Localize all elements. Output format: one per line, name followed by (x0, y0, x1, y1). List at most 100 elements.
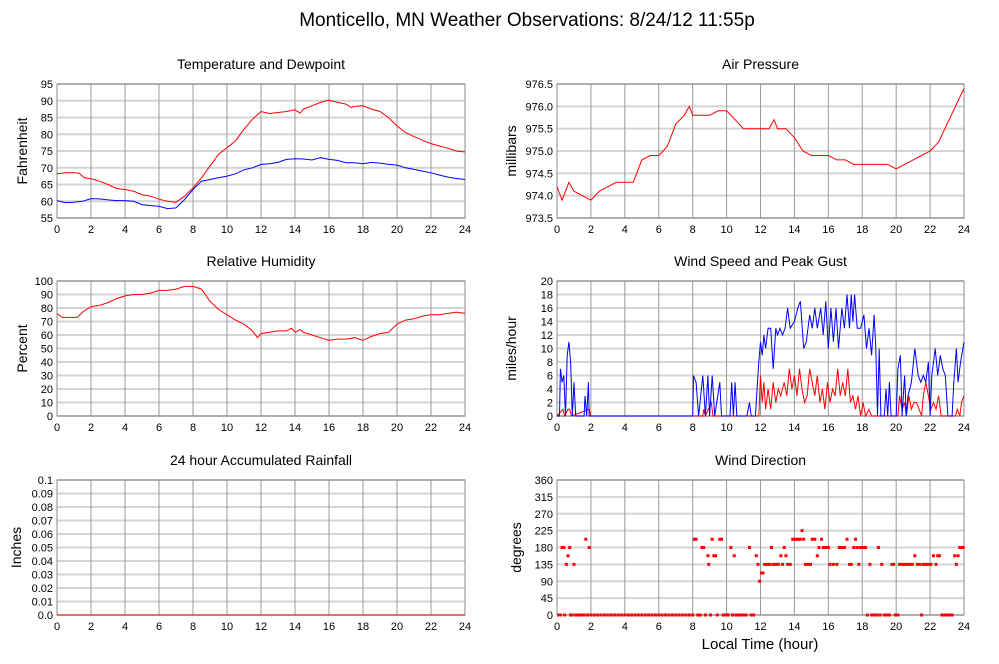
data-point (940, 613, 944, 617)
y-tick-label: 0.09 (32, 489, 53, 501)
data-point (731, 613, 735, 617)
y-tick-label: 135 (535, 559, 553, 571)
data-point (736, 613, 740, 617)
data-point (602, 613, 606, 617)
data-point (580, 613, 584, 617)
wind-speed-and-peak-gust-title: Wind Speed and Peak Gust (674, 253, 847, 269)
y-tick-label: 50 (41, 344, 53, 356)
x-tick-label: 0 (554, 422, 560, 434)
x-tick-label: 8 (190, 224, 196, 236)
data-point (619, 613, 623, 617)
x-tick-label: 10 (221, 621, 233, 633)
wind-speed-and-peak-gust-series-red-line (556, 368, 965, 418)
data-point (796, 537, 800, 541)
x-tick-label: 4 (622, 621, 628, 633)
x-tick-label: 18 (357, 621, 369, 633)
data-point (806, 562, 810, 566)
y-tick-label: 8 (547, 357, 553, 369)
data-point (942, 613, 946, 617)
plot-frame (56, 83, 466, 219)
y-tick-label: 80 (41, 303, 53, 315)
x-tick-label: 10 (221, 422, 233, 434)
data-point (698, 613, 702, 617)
data-point (824, 546, 828, 549)
data-point (774, 562, 778, 566)
x-tick-label: 20 (391, 422, 403, 434)
data-point (803, 562, 807, 566)
y-tick-label: 0.02 (32, 583, 53, 595)
data-point (715, 613, 719, 617)
data-point (868, 562, 872, 566)
data-point (887, 613, 891, 617)
y-tick-label: 20 (41, 384, 53, 396)
data-point (924, 562, 928, 566)
data-point (837, 546, 841, 549)
data-point (729, 546, 733, 549)
x-tick-label: 0 (54, 621, 60, 633)
y-tick-label: 90 (41, 290, 53, 302)
data-point (586, 613, 590, 617)
data-point (579, 613, 583, 617)
data-point (880, 562, 884, 566)
24-hour-accumulated-rainfall-y-axis-label: Inches (8, 527, 24, 568)
data-point (744, 613, 748, 617)
x-tick-label: 2 (88, 621, 94, 633)
data-point (845, 537, 849, 541)
relative-humidity-title: Relative Humidity (207, 253, 316, 269)
data-point (768, 562, 772, 566)
data-point (599, 613, 603, 617)
data-point (752, 613, 756, 617)
x-tick-label: 4 (122, 224, 128, 236)
y-tick-label: 65 (41, 180, 53, 192)
x-tick-label: 22 (924, 422, 936, 434)
wind-direction-title: Wind Direction (715, 452, 806, 468)
air-pressure-title: Air Pressure (722, 56, 799, 72)
y-tick-label: 55 (41, 213, 53, 225)
data-point (677, 613, 681, 617)
temperature-and-dewpoint-series-blue-line (56, 157, 466, 210)
y-tick-label: 95 (41, 79, 53, 91)
plot-frame (556, 280, 965, 417)
x-tick-label: 10 (720, 422, 732, 434)
data-point (706, 554, 710, 558)
data-point (765, 562, 769, 566)
relative-humidity-series-red-line (56, 285, 466, 341)
data-point (562, 546, 566, 549)
data-point (596, 613, 600, 617)
data-point (692, 537, 696, 541)
data-point (855, 546, 859, 549)
data-point (687, 613, 691, 617)
data-point (694, 537, 698, 541)
y-tick-label: 974.5 (525, 168, 553, 180)
data-point (929, 562, 933, 566)
data-point (696, 613, 700, 617)
x-tick-label: 6 (156, 621, 162, 633)
x-tick-label: 16 (822, 621, 834, 633)
y-tick-label: 0.04 (32, 556, 53, 568)
y-tick-label: 14 (541, 317, 553, 329)
data-point (931, 554, 935, 558)
data-point (872, 613, 876, 617)
data-point (684, 613, 688, 617)
y-tick-label: 80 (41, 129, 53, 141)
x-tick-label: 18 (357, 224, 369, 236)
y-tick-label: 12 (541, 330, 553, 342)
x-tick-label: 8 (690, 621, 696, 633)
data-point (759, 571, 763, 575)
data-point (657, 613, 661, 617)
x-tick-label: 4 (122, 621, 128, 633)
data-point (821, 546, 825, 549)
y-tick-label: 4 (547, 384, 553, 396)
data-point (950, 613, 954, 617)
x-tick-label: 20 (890, 224, 902, 236)
y-tick-label: 18 (541, 290, 553, 302)
temperature-and-dewpoint-y-axis-label: Fahrenheit (14, 117, 30, 184)
data-point (861, 546, 865, 549)
data-point (703, 613, 707, 617)
data-point (882, 613, 886, 617)
x-tick-label: 10 (720, 621, 732, 633)
data-point (589, 613, 593, 617)
y-tick-label: 315 (535, 492, 553, 504)
data-point (609, 613, 613, 617)
